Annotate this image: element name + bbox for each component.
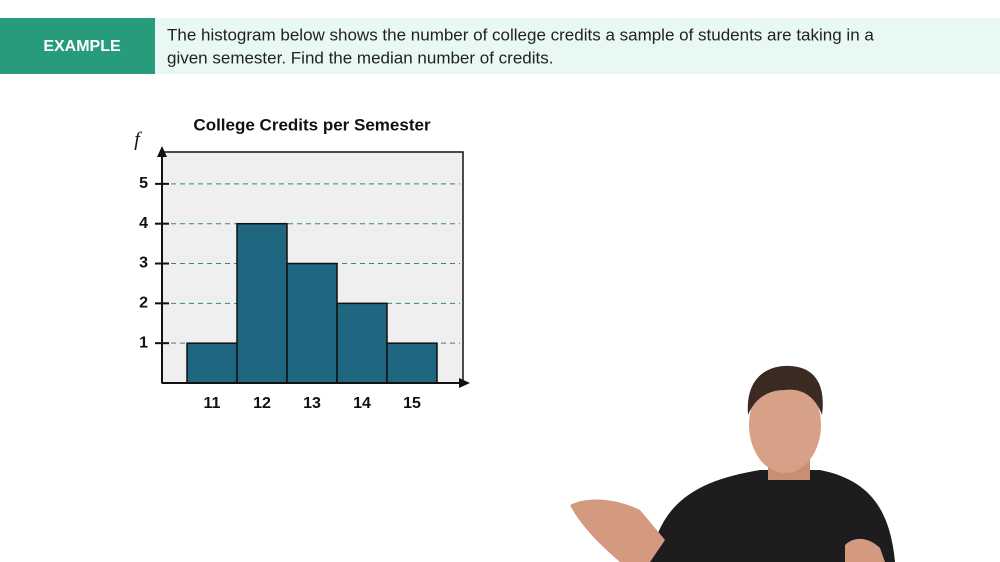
x-tick-label: 13 xyxy=(303,395,321,412)
presenter-hair xyxy=(747,365,823,415)
presenter xyxy=(570,365,895,562)
bar xyxy=(236,222,288,384)
question-line: The histogram below shows the number of … xyxy=(167,25,874,44)
x-tick-label: 11 xyxy=(204,395,221,412)
badge-box xyxy=(0,18,155,74)
y-axis-arrow xyxy=(157,146,167,157)
chart-marks xyxy=(155,182,460,384)
bar xyxy=(386,342,438,384)
y-tick-label: 2 xyxy=(139,295,148,312)
presenter-hand xyxy=(570,499,665,562)
chart-title: College Credits per Semester xyxy=(193,115,431,134)
presenter-hand xyxy=(845,538,885,562)
question-line: given semester. Find the median number o… xyxy=(167,48,553,67)
presenter-head xyxy=(749,377,821,473)
bar xyxy=(286,262,338,384)
x-tick-label: 15 xyxy=(403,395,421,412)
y-axis-label: f xyxy=(134,129,142,151)
y-tick-label: 4 xyxy=(139,215,148,232)
x-tick-label: 14 xyxy=(353,395,371,412)
x-tick-label: 12 xyxy=(253,395,271,412)
y-tick-label: 3 xyxy=(139,255,148,272)
badge: EXAMPLE xyxy=(43,38,121,55)
y-tick-label: 5 xyxy=(139,175,148,192)
x-axis-arrow xyxy=(459,378,470,388)
presenter-shirt xyxy=(650,470,895,562)
bar xyxy=(186,342,238,384)
question-band xyxy=(155,18,1000,74)
y-tick-label: 1 xyxy=(139,334,148,351)
bar xyxy=(336,302,388,384)
